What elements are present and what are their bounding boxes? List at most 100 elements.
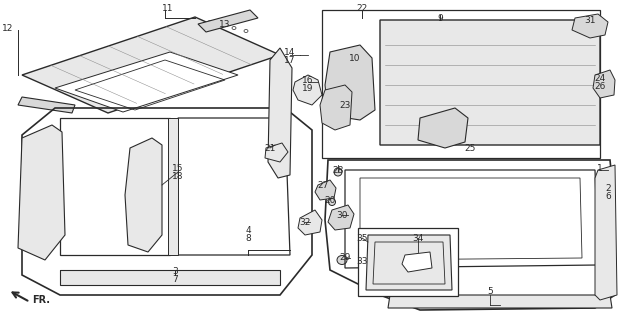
Ellipse shape [36,152,43,158]
Polygon shape [366,235,452,290]
Text: 2: 2 [605,183,611,193]
Polygon shape [293,75,322,105]
Ellipse shape [36,222,43,228]
Ellipse shape [28,101,32,105]
Ellipse shape [343,104,353,112]
Text: 15: 15 [172,164,184,172]
Ellipse shape [141,162,149,169]
Polygon shape [268,48,292,178]
Text: 23: 23 [339,100,350,109]
Ellipse shape [124,275,130,279]
Text: 3: 3 [172,268,178,276]
Text: 34: 34 [412,234,424,243]
Text: 19: 19 [302,84,314,92]
Ellipse shape [343,86,353,94]
Ellipse shape [208,20,212,23]
Polygon shape [595,165,617,300]
Bar [358,228,458,296]
Polygon shape [388,295,612,308]
Ellipse shape [334,168,342,176]
Text: 12: 12 [2,23,14,33]
Polygon shape [22,17,280,113]
Ellipse shape [570,299,575,303]
Polygon shape [298,210,322,235]
Text: 33: 33 [356,258,368,267]
Polygon shape [315,180,336,200]
Text: 6: 6 [605,191,611,201]
Text: 17: 17 [284,55,296,65]
Ellipse shape [220,23,224,27]
Polygon shape [380,20,600,145]
Ellipse shape [203,275,208,279]
Ellipse shape [229,275,234,279]
Ellipse shape [459,299,464,303]
Ellipse shape [255,275,260,279]
Text: 22: 22 [357,4,368,12]
Text: 31: 31 [584,15,596,25]
Polygon shape [55,52,238,112]
Text: 29: 29 [339,253,350,262]
Ellipse shape [543,299,548,303]
Ellipse shape [141,202,149,209]
Ellipse shape [72,275,77,279]
Text: 25: 25 [464,143,476,153]
Polygon shape [325,45,375,120]
Ellipse shape [515,299,520,303]
Text: 20: 20 [324,196,336,204]
Ellipse shape [43,103,47,107]
Ellipse shape [329,198,336,205]
Ellipse shape [98,275,103,279]
Text: 7: 7 [172,276,178,284]
Ellipse shape [232,27,236,29]
Ellipse shape [36,197,43,203]
Polygon shape [125,138,162,252]
Ellipse shape [36,242,43,248]
Ellipse shape [486,299,491,303]
Text: 27: 27 [317,180,329,189]
Polygon shape [320,85,352,130]
Polygon shape [593,70,615,98]
Polygon shape [60,270,280,285]
Text: 32: 32 [299,218,311,227]
Ellipse shape [177,275,182,279]
Ellipse shape [244,29,248,33]
Text: 24: 24 [595,74,606,83]
Text: 26: 26 [595,82,606,91]
Polygon shape [402,252,432,272]
Bar [322,10,600,158]
Text: 11: 11 [163,4,174,12]
Ellipse shape [431,299,436,303]
Ellipse shape [58,106,62,108]
Polygon shape [198,10,258,32]
Text: 28: 28 [332,165,344,174]
Ellipse shape [141,221,149,228]
Text: FR.: FR. [32,295,50,305]
Ellipse shape [151,275,156,279]
Polygon shape [572,14,608,38]
Text: 18: 18 [172,172,184,180]
Text: 4: 4 [245,226,251,235]
Text: 1: 1 [597,164,603,172]
Ellipse shape [402,299,407,303]
Text: 35: 35 [356,234,368,243]
Polygon shape [418,108,468,148]
Text: 9: 9 [437,13,443,22]
Ellipse shape [141,238,149,245]
Polygon shape [328,205,354,230]
Text: 30: 30 [336,211,348,220]
Polygon shape [18,97,75,113]
Text: 21: 21 [265,143,276,153]
Text: 14: 14 [284,47,295,57]
Ellipse shape [141,181,149,188]
Text: 16: 16 [302,76,314,84]
Polygon shape [168,118,178,255]
Ellipse shape [343,66,353,74]
Ellipse shape [36,172,43,178]
Text: 10: 10 [349,53,361,62]
Text: 8: 8 [245,234,251,243]
Ellipse shape [337,255,347,265]
Text: 5: 5 [487,287,493,297]
Polygon shape [18,125,65,260]
Polygon shape [265,143,288,162]
Text: 13: 13 [219,20,231,28]
